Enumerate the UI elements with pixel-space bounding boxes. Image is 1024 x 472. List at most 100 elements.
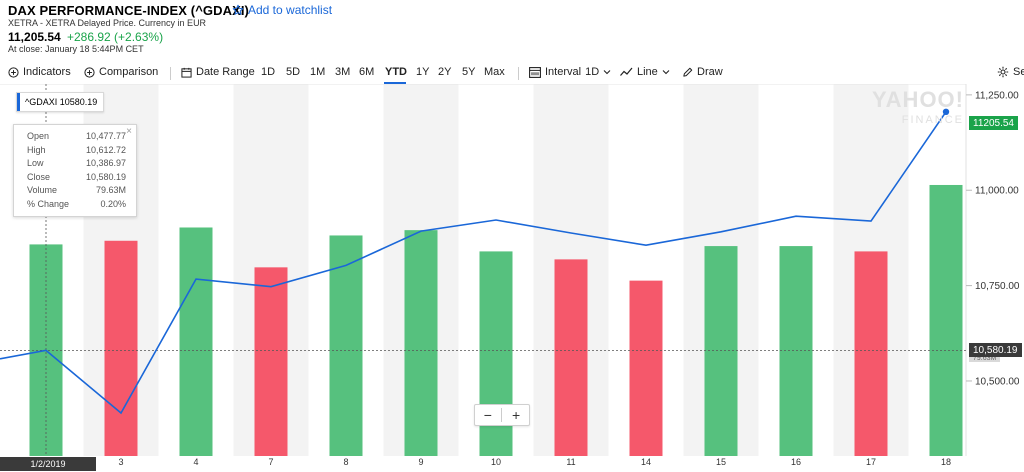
star-icon <box>232 4 244 16</box>
chart-toolbar: Indicators Comparison Date Range 1D 5D 1… <box>0 62 1024 84</box>
x-tick-label: 11 <box>566 457 575 467</box>
chart-area[interactable]: 10,500.00 10,750.00 11,000.00 11,250.00 3 4 7… <box>0 83 1024 472</box>
y-tick-label: 11,250.00 <box>975 90 1019 101</box>
range-max[interactable]: Max <box>484 66 505 78</box>
range-ytd[interactable]: YTD <box>385 66 407 78</box>
ohlc-tooltip: × Open 10,477.77 High 10,612.72 Low 10,386.… <box>13 124 137 217</box>
range-2y[interactable]: 2Y <box>438 66 452 78</box>
watermark-bottom: FINANCE <box>901 114 964 126</box>
interval-label: Interval <box>545 66 582 78</box>
settings-label: Se <box>1013 66 1024 78</box>
zoom-in-button[interactable]: + <box>512 407 521 423</box>
exchange-info: XETRA - XETRA Delayed Price. Currency in… <box>8 18 207 28</box>
x-tick-label: 8 <box>343 457 348 467</box>
chart-type-label: Line <box>637 66 658 78</box>
volume-bar <box>254 267 288 456</box>
gear-icon <box>997 66 1009 78</box>
watermark-top: YAHOO! <box>872 87 964 112</box>
volume-bar <box>404 230 438 456</box>
date-range-button[interactable]: Date Range <box>181 66 255 78</box>
close-icon[interactable]: × <box>126 126 132 137</box>
volume-bar <box>854 251 888 456</box>
range-1m[interactable]: 1M <box>310 66 326 78</box>
toolbar-divider <box>170 67 171 80</box>
x-tick-label: 17 <box>866 457 876 467</box>
yahoo-finance-watermark: YAHOO! FINANCE <box>868 87 964 130</box>
x-tick-label: 16 <box>791 457 801 467</box>
comparison-label: Comparison <box>99 66 159 78</box>
line-chart-icon <box>620 67 633 77</box>
add-to-watchlist-button[interactable]: Add to watchlist <box>232 3 332 17</box>
tooltip-row-volume: Volume 79.63M <box>27 185 126 199</box>
y-tick-label: 10,500.00 <box>975 376 1020 387</box>
chevron-down-icon <box>662 69 670 75</box>
tooltip-value: 0.20% <box>100 198 126 209</box>
x-tick-label: 7 <box>268 457 273 467</box>
tooltip-value: 10,477.77 <box>85 131 126 141</box>
tooltip-key: Low <box>27 158 44 168</box>
volume-bar <box>554 259 588 456</box>
settings-button[interactable]: Se <box>997 66 1024 78</box>
draw-button[interactable]: Draw <box>682 66 723 78</box>
plus-circle-icon <box>84 66 95 78</box>
page-title: DAX PERFORMANCE-INDEX (^GDAXI) <box>8 3 249 18</box>
interval-dropdown[interactable]: Interval 1D <box>529 66 611 78</box>
range-5d[interactable]: 5D <box>286 66 301 78</box>
tooltip-row-high: High 10,612.72 <box>27 145 126 159</box>
range-1d[interactable]: 1D <box>261 66 276 78</box>
chart-type-dropdown[interactable]: Line <box>620 66 670 78</box>
selected-range-indicator <box>384 82 406 84</box>
tooltip-row-change: % Change 0.20% <box>27 199 126 213</box>
tooltip-row-close: Close 10,580.19 <box>27 172 126 186</box>
crosshair-volume-tag: 79.63M <box>969 355 1001 362</box>
tooltip-value: 10,612.72 <box>85 144 126 155</box>
plus-circle-icon <box>8 66 19 78</box>
zoom-divider <box>501 408 503 422</box>
watchlist-label: Add to watchlist <box>248 3 333 17</box>
tooltip-value: 10,386.97 <box>85 158 126 168</box>
x-tick-label: 3 <box>118 457 123 467</box>
tooltip-row-open: Open 10,477.77 <box>27 131 126 145</box>
interval-value: 1D <box>585 66 600 78</box>
x-tick-label: 15 <box>716 457 726 467</box>
calendar-icon <box>181 67 192 78</box>
x-tick-label: 14 <box>641 457 651 467</box>
indicators-label: Indicators <box>23 66 71 78</box>
tooltip-key: Open <box>27 131 50 141</box>
price-change: +286.92 (+2.63%) <box>67 30 164 44</box>
crosshair-date-tag: 1/2/2019 <box>0 457 96 471</box>
tooltip-row-low: Low 10,386.97 <box>27 158 126 172</box>
volume-bar <box>104 240 138 456</box>
range-1y[interactable]: 1Y <box>416 66 430 78</box>
volume-bar <box>929 184 963 456</box>
date-range-label: Date Range <box>196 66 255 78</box>
tooltip-value: 10,580.19 <box>85 171 126 182</box>
volume-bar <box>329 235 363 456</box>
legend-label: ^GDAXI 10580.19 <box>25 97 98 107</box>
y-tick-label: 11,000.00 <box>975 186 1019 197</box>
interval-icon <box>529 66 541 78</box>
indicators-button[interactable]: Indicators <box>8 66 71 78</box>
x-tick-label: 10 <box>491 457 501 467</box>
volume-bar <box>629 280 663 456</box>
volume-bar <box>779 246 813 456</box>
last-price-dot <box>942 108 950 115</box>
current-price: 11,205.54 <box>8 30 61 44</box>
chevron-down-icon <box>603 69 611 75</box>
range-5y[interactable]: 5Y <box>462 66 476 78</box>
range-3m[interactable]: 3M <box>335 66 351 78</box>
pencil-icon <box>682 67 693 78</box>
tooltip-key: High <box>27 144 46 155</box>
y-tick-label: 10,750.00 <box>975 281 1020 292</box>
crosshair-price-tag: 10,580.19 <box>969 343 1022 357</box>
draw-label: Draw <box>697 66 723 78</box>
volume-bar <box>704 246 738 456</box>
comparison-button[interactable]: Comparison <box>84 66 158 78</box>
toolbar-divider <box>518 67 519 80</box>
zoom-controls: − + <box>474 404 530 426</box>
zoom-out-button[interactable]: − <box>483 407 492 423</box>
last-price-tag: 11205.54 <box>969 116 1018 130</box>
range-6m[interactable]: 6M <box>359 66 375 78</box>
series-legend[interactable]: ^GDAXI 10580.19 <box>16 92 105 112</box>
price-line <box>0 111 947 415</box>
